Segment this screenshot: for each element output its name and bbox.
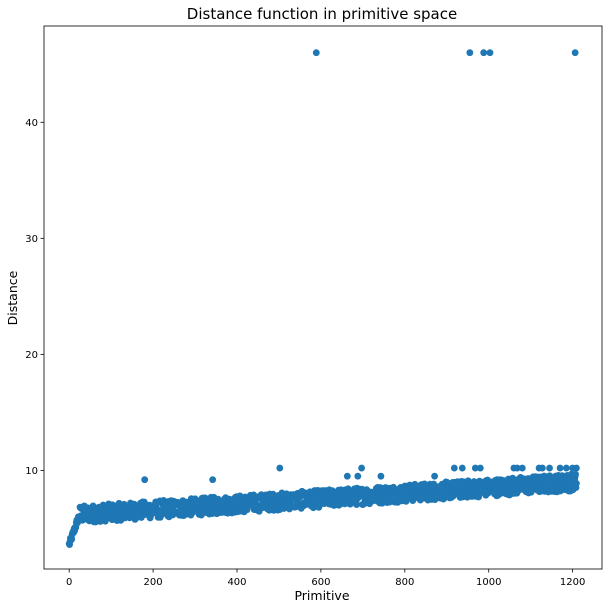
- y-tick-label: 20: [25, 350, 38, 361]
- scatter-point: [343, 472, 351, 480]
- x-tick-label: 200: [144, 577, 163, 588]
- scatter-point: [377, 472, 385, 480]
- scatter-point: [539, 464, 546, 472]
- y-axis: 10 20 30 40: [25, 118, 44, 477]
- scatter-point: [562, 464, 570, 472]
- scatter-point: [573, 464, 580, 472]
- scatter-point: [276, 464, 284, 472]
- scatter-points: [65, 49, 580, 548]
- plot-frame: [43, 25, 603, 570]
- scatter-point: [513, 464, 521, 472]
- scatter-point: [471, 464, 479, 472]
- x-tick-label: 400: [227, 577, 246, 588]
- scatter-point: [353, 501, 360, 508]
- scatter-point: [571, 49, 579, 57]
- scatter-point: [480, 49, 488, 57]
- scatter-point: [476, 464, 484, 472]
- chart-title: Distance function in primitive space: [187, 5, 457, 23]
- scatter-point: [556, 464, 564, 472]
- scatter-point: [572, 470, 579, 478]
- x-axis: 0 200 400 600 800 1000 1200: [66, 569, 585, 588]
- y-tick-label: 40: [25, 118, 38, 129]
- x-tick-label: 1200: [560, 577, 585, 588]
- scatter-point: [546, 464, 553, 472]
- scatter-point: [450, 464, 458, 472]
- scatter-point: [573, 480, 580, 487]
- x-tick-label: 800: [395, 577, 414, 588]
- scatter-point: [312, 49, 320, 57]
- x-axis-title: Primitive: [294, 588, 349, 603]
- x-tick-label: 0: [66, 577, 72, 588]
- scatter-point: [358, 464, 365, 472]
- scatter-point: [431, 472, 438, 480]
- scatter-point: [466, 49, 474, 57]
- x-tick-label: 600: [311, 577, 330, 588]
- scatter-point: [354, 472, 362, 480]
- scatter-point: [141, 476, 149, 484]
- scatter-point: [458, 464, 466, 472]
- scatter-point: [518, 464, 526, 472]
- x-tick-label: 1000: [476, 577, 501, 588]
- scatter-point: [486, 49, 494, 57]
- scatter-point: [209, 476, 217, 484]
- scatter-point: [68, 535, 76, 543]
- y-axis-title: Distance: [5, 270, 20, 325]
- y-tick-label: 10: [25, 466, 38, 477]
- y-tick-label: 30: [25, 234, 38, 245]
